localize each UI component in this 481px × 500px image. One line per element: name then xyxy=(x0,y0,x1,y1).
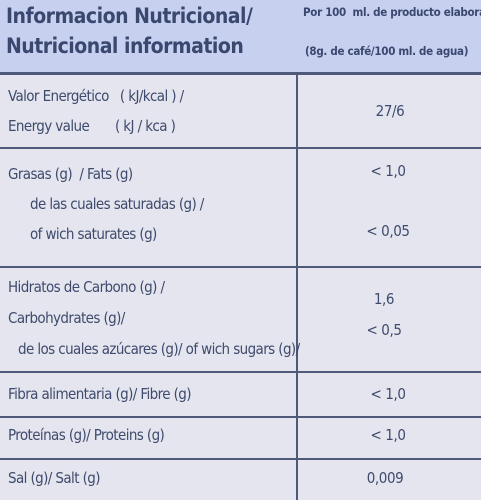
header-title: Informacion Nutricional/ xyxy=(6,4,253,28)
header xyxy=(0,0,481,72)
row-label: Energy value ( kJ / kca ) xyxy=(8,117,176,135)
header-note: (8g. de café/100 ml. de agua) xyxy=(305,44,469,58)
row-divider xyxy=(0,458,481,460)
header-title: Nutricional information xyxy=(6,34,244,58)
row-value: 0,009 xyxy=(366,469,404,487)
row-label: de las cuales saturadas (g) / xyxy=(30,195,204,213)
row-value: < 1,0 xyxy=(370,385,406,403)
row-label: Fibra alimentaria (g)/ Fibre (g) xyxy=(8,385,192,403)
row-value: < 0,5 xyxy=(366,321,402,339)
row-label: Proteínas (g)/ Proteins (g) xyxy=(8,426,165,444)
row-label: of wich saturates (g) xyxy=(30,225,157,243)
column-divider xyxy=(296,72,298,500)
row-label: Grasas (g) / Fats (g) xyxy=(8,165,133,183)
row-divider xyxy=(0,371,481,373)
row-label: Carbohydrates (g)/ xyxy=(8,309,125,327)
row-divider xyxy=(0,416,481,418)
row-divider xyxy=(0,72,481,75)
row-label: de los cuales azúcares (g)/ of wich suga… xyxy=(18,340,300,358)
row-label: Sal (g)/ Salt (g) xyxy=(8,469,100,487)
row-value: < 0,05 xyxy=(366,222,410,240)
header-note: Por 100 ml. de producto elaborado xyxy=(303,5,481,19)
row-value: 27/6 xyxy=(375,102,405,120)
row-value: < 1,0 xyxy=(370,426,406,444)
row-divider xyxy=(0,266,481,268)
row-label: Hidratos de Carbono (g) / xyxy=(8,278,165,296)
row-value: 1,6 xyxy=(373,290,395,308)
row-value: < 1,0 xyxy=(370,162,406,180)
row-divider xyxy=(0,147,481,149)
row-label: Valor Energético ( kJ/kcal ) / xyxy=(8,87,184,105)
